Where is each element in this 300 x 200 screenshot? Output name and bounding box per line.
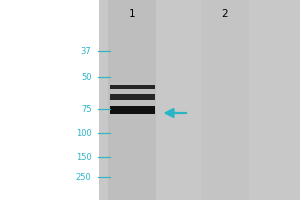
Text: 150: 150 bbox=[76, 152, 91, 162]
Text: 50: 50 bbox=[81, 72, 92, 82]
Bar bbox=[0, 0, 99, 200]
Bar bbox=[110, 94, 154, 100]
Text: 75: 75 bbox=[81, 104, 92, 114]
Text: 37: 37 bbox=[81, 46, 92, 55]
Text: 250: 250 bbox=[76, 172, 91, 182]
Text: 2: 2 bbox=[222, 9, 228, 19]
Bar bbox=[110, 106, 154, 114]
Text: 100: 100 bbox=[76, 129, 91, 138]
Text: 1: 1 bbox=[129, 9, 135, 19]
Bar bbox=[110, 85, 154, 89]
Bar bbox=[108, 0, 156, 200]
Bar bbox=[201, 0, 249, 200]
Bar bbox=[99, 0, 300, 200]
